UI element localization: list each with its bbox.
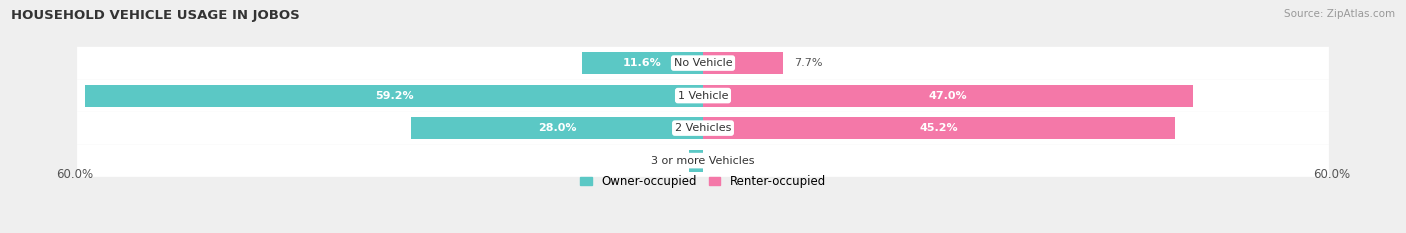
- Bar: [582, 52, 703, 74]
- FancyBboxPatch shape: [77, 112, 1329, 144]
- Bar: [703, 85, 1194, 107]
- Text: 59.2%: 59.2%: [375, 91, 413, 101]
- Bar: [689, 150, 703, 172]
- Bar: [703, 117, 1174, 139]
- FancyBboxPatch shape: [77, 144, 1329, 177]
- Bar: [86, 85, 703, 107]
- Bar: [411, 117, 703, 139]
- Text: 1.3%: 1.3%: [651, 156, 679, 166]
- Text: 60.0%: 60.0%: [56, 168, 93, 181]
- Text: 11.6%: 11.6%: [623, 58, 662, 68]
- FancyBboxPatch shape: [77, 47, 1329, 79]
- Legend: Owner-occupied, Renter-occupied: Owner-occupied, Renter-occupied: [575, 170, 831, 193]
- Text: HOUSEHOLD VEHICLE USAGE IN JOBOS: HOUSEHOLD VEHICLE USAGE IN JOBOS: [11, 9, 299, 22]
- Text: 60.0%: 60.0%: [1313, 168, 1350, 181]
- Bar: [703, 52, 783, 74]
- Text: No Vehicle: No Vehicle: [673, 58, 733, 68]
- Text: 28.0%: 28.0%: [537, 123, 576, 133]
- Text: Source: ZipAtlas.com: Source: ZipAtlas.com: [1284, 9, 1395, 19]
- Text: 7.7%: 7.7%: [794, 58, 823, 68]
- Text: 3 or more Vehicles: 3 or more Vehicles: [651, 156, 755, 166]
- Text: 2 Vehicles: 2 Vehicles: [675, 123, 731, 133]
- Text: 0.0%: 0.0%: [718, 156, 747, 166]
- FancyBboxPatch shape: [77, 79, 1329, 112]
- Text: 1 Vehicle: 1 Vehicle: [678, 91, 728, 101]
- Text: 45.2%: 45.2%: [920, 123, 957, 133]
- Text: 47.0%: 47.0%: [929, 91, 967, 101]
